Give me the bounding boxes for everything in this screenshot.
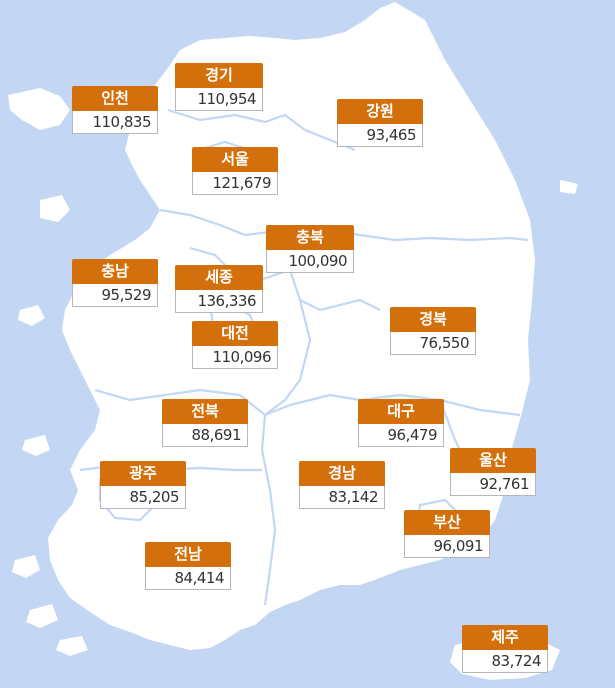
region-label-jeju[interactable]: 제주 83,724	[462, 625, 548, 673]
region-value: 85,205	[100, 486, 186, 509]
region-label-gwangju[interactable]: 광주 85,205	[100, 461, 186, 509]
region-name: 전북	[162, 399, 248, 424]
region-name: 전남	[145, 542, 231, 567]
region-value: 136,336	[175, 290, 263, 313]
region-value: 83,142	[299, 486, 385, 509]
region-name: 광주	[100, 461, 186, 486]
region-name: 강원	[337, 99, 423, 124]
region-label-jeonnam[interactable]: 전남 84,414	[145, 542, 231, 590]
region-name: 대전	[192, 321, 278, 346]
region-name: 경기	[175, 63, 263, 88]
region-value: 76,550	[390, 332, 476, 355]
region-value: 84,414	[145, 567, 231, 590]
region-label-daejeon[interactable]: 대전 110,096	[192, 321, 278, 369]
region-label-gangwon[interactable]: 강원 93,465	[337, 99, 423, 147]
region-value: 110,096	[192, 346, 278, 369]
region-label-gyeongnam[interactable]: 경남 83,142	[299, 461, 385, 509]
region-value: 93,465	[337, 124, 423, 147]
region-label-ulsan[interactable]: 울산 92,761	[450, 448, 536, 496]
region-label-busan[interactable]: 부산 96,091	[404, 510, 490, 558]
region-label-jeonbuk[interactable]: 전북 88,691	[162, 399, 248, 447]
region-value: 96,091	[404, 535, 490, 558]
region-label-gyeongbuk[interactable]: 경북 76,550	[390, 307, 476, 355]
region-name: 대구	[358, 399, 444, 424]
region-label-seoul[interactable]: 서울 121,679	[192, 147, 278, 195]
region-value: 83,724	[462, 650, 548, 673]
region-value: 110,954	[175, 88, 263, 111]
region-value: 100,090	[266, 250, 354, 273]
region-name: 제주	[462, 625, 548, 650]
region-name: 충남	[72, 259, 158, 284]
region-name: 경북	[390, 307, 476, 332]
region-value: 95,529	[72, 284, 158, 307]
region-name: 충북	[266, 225, 354, 250]
region-label-chungnam[interactable]: 충남 95,529	[72, 259, 158, 307]
region-name: 부산	[404, 510, 490, 535]
region-label-chungbuk[interactable]: 충북 100,090	[266, 225, 354, 273]
region-name: 울산	[450, 448, 536, 473]
region-name: 서울	[192, 147, 278, 172]
region-label-gyeonggi[interactable]: 경기 110,954	[175, 63, 263, 111]
region-label-sejong[interactable]: 세종 136,336	[175, 265, 263, 313]
region-value: 96,479	[358, 424, 444, 447]
region-value: 88,691	[162, 424, 248, 447]
region-value: 92,761	[450, 473, 536, 496]
region-label-daegu[interactable]: 대구 96,479	[358, 399, 444, 447]
region-name: 인천	[72, 86, 158, 111]
region-name: 세종	[175, 265, 263, 290]
region-value: 110,835	[72, 111, 158, 134]
region-label-incheon[interactable]: 인천 110,835	[72, 86, 158, 134]
region-name: 경남	[299, 461, 385, 486]
region-value: 121,679	[192, 172, 278, 195]
